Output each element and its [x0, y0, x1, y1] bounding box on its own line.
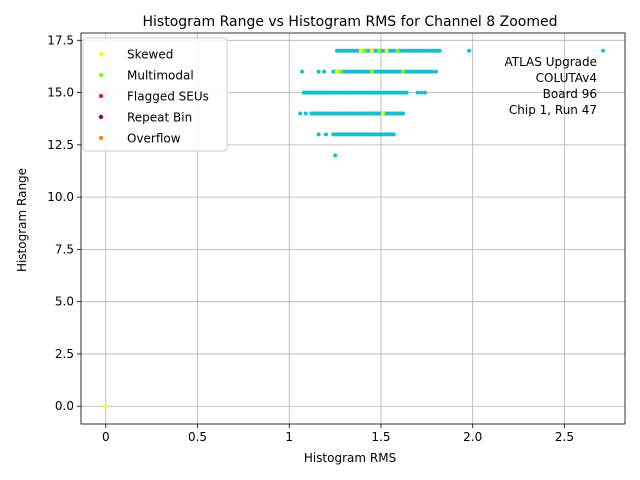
- legend-label: Overflow: [127, 132, 181, 146]
- legend-marker: [98, 135, 104, 141]
- data-point-main: [325, 90, 330, 95]
- legend-label: Skewed: [127, 48, 173, 62]
- data-point-skewed: [358, 48, 363, 53]
- y-tick-label: 0.0: [55, 399, 74, 413]
- legend-label: Flagged SEUs: [127, 90, 209, 104]
- data-point-skewed: [380, 111, 385, 116]
- x-tick-label: 0.5: [188, 430, 207, 444]
- plot-frame: [80, 32, 626, 425]
- legend-label: Repeat Bin: [127, 111, 192, 125]
- legend: Skewed Multimodal Flagged SEUs Repeat Bin Ov…: [82, 37, 228, 152]
- data-point-main: [316, 132, 321, 137]
- data-point-main: [300, 69, 305, 74]
- y-tick-label: 2.5: [55, 347, 74, 361]
- run-annotation: ATLAS Upgrade COLUTAv4 Board 96 Chip 1, Run…: [504, 55, 597, 117]
- data-point-main: [322, 69, 327, 74]
- data-point-main: [309, 90, 314, 95]
- data-point-multimodal: [369, 69, 374, 74]
- legend-marker: [98, 114, 104, 120]
- data-point-main: [423, 90, 428, 95]
- x-axis-label: Histogram RMS: [304, 451, 396, 465]
- x-tick-label: 0: [102, 430, 110, 444]
- legend-label: Multimodal: [127, 69, 194, 83]
- legend-marker: [98, 51, 104, 57]
- annotation-line: ATLAS Upgrade: [504, 55, 597, 69]
- data-point-main: [415, 90, 420, 95]
- x-tick-label: 2.5: [555, 430, 574, 444]
- x-tick-label: 1: [285, 430, 293, 444]
- y-tick-label: 7.5: [55, 242, 74, 256]
- x-tick-label: 2.0: [463, 430, 482, 444]
- data-point-main: [391, 132, 396, 137]
- annotation-line: Board 96: [543, 87, 597, 101]
- legend-marker: [98, 72, 104, 78]
- data-point-main: [322, 90, 327, 95]
- y-tick-label: 12.5: [47, 138, 74, 152]
- data-point-main: [303, 111, 308, 116]
- annotation-line: COLUTAv4: [536, 71, 597, 85]
- data-point-main: [316, 69, 321, 74]
- data-points: [103, 48, 605, 409]
- data-point-skewed: [334, 69, 339, 74]
- data-point-main: [600, 48, 605, 53]
- data-point-main: [404, 90, 409, 95]
- data-point-main: [298, 111, 303, 116]
- data-point-main: [314, 90, 319, 95]
- data-point-main: [430, 69, 435, 74]
- y-axis-label: Histogram Range: [15, 168, 29, 272]
- data-point-multimodal: [377, 48, 382, 53]
- y-tick-label: 15.0: [47, 86, 74, 100]
- y-tick-label: 10.0: [47, 190, 74, 204]
- data-point-main: [323, 132, 328, 137]
- grid-lines: [81, 33, 625, 424]
- data-point-multimodal: [395, 48, 400, 53]
- y-tick-label: 17.5: [47, 33, 74, 47]
- y-axis-ticks: 0.0 2.5 5.0 7.5 10.0 12.5 15.0 17.5: [47, 33, 81, 413]
- data-point-multimodal: [362, 48, 367, 53]
- data-point-main: [434, 69, 439, 74]
- data-point-main: [437, 48, 442, 53]
- data-point-skewed: [103, 404, 108, 409]
- x-axis-ticks: 0 0.5 1 1.5 2.0 2.5: [102, 424, 574, 444]
- legend-marker: [98, 93, 104, 99]
- data-point-main: [309, 111, 314, 116]
- data-point-skewed: [369, 48, 374, 53]
- data-point-skewed: [384, 48, 389, 53]
- data-point-multimodal: [338, 69, 343, 74]
- data-point-multimodal: [401, 69, 405, 74]
- data-point-main: [467, 48, 472, 53]
- annotation-line: Chip 1, Run 47: [509, 103, 597, 117]
- chart-title: Histogram Range vs Histogram RMS for Cha…: [143, 14, 558, 30]
- data-point-main: [401, 111, 405, 116]
- data-point-main: [333, 153, 338, 158]
- y-tick-label: 5.0: [55, 295, 74, 309]
- legend-box: [82, 37, 228, 152]
- x-tick-label: 1.5: [371, 430, 390, 444]
- data-point-main: [419, 90, 424, 95]
